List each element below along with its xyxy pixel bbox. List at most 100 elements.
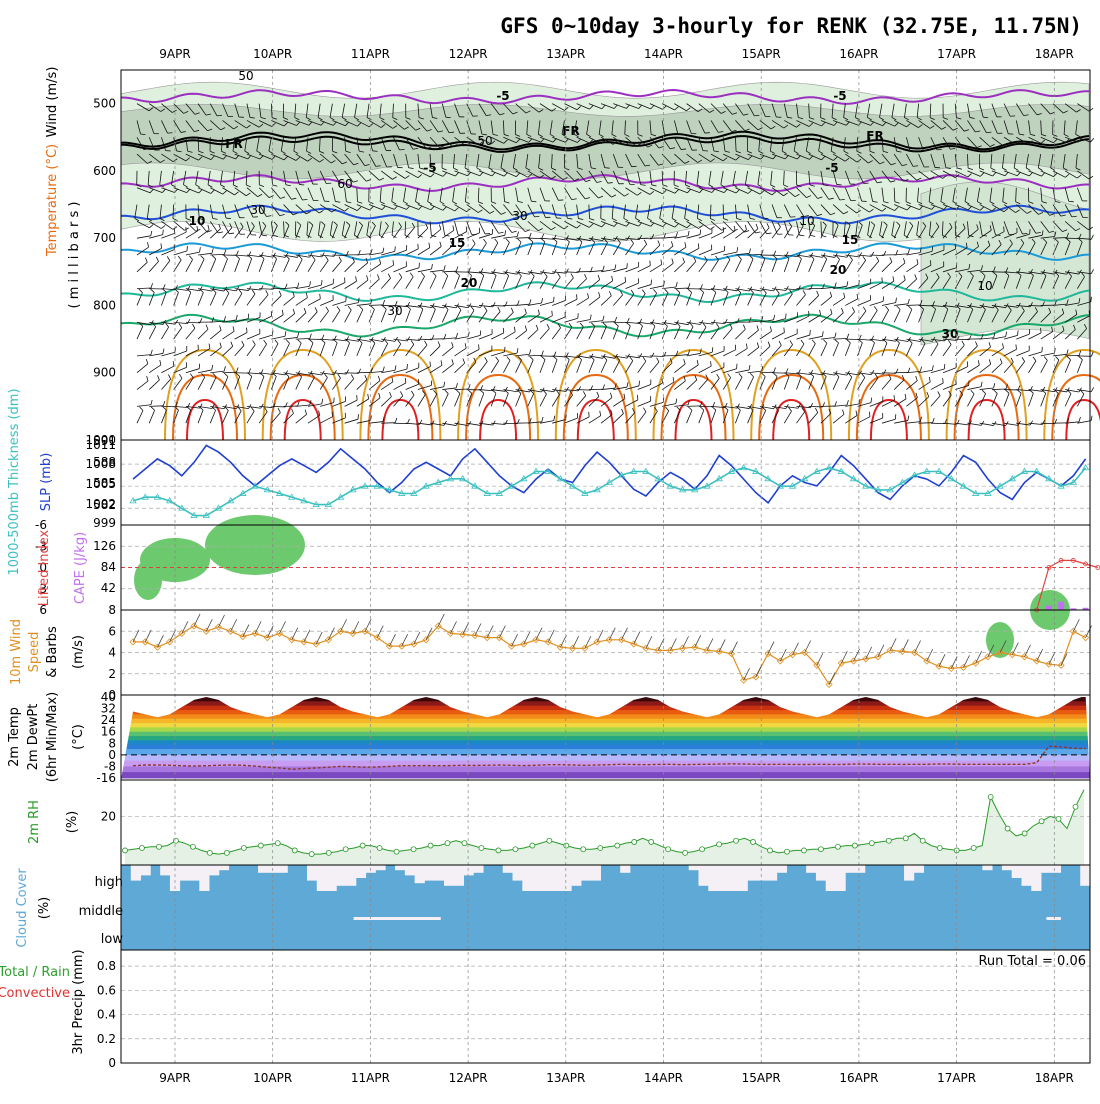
wind-barb [479,361,487,372]
wind-barb [332,261,341,272]
wind-barb-flag [554,416,555,421]
wind-barb-flag [665,289,668,293]
wind-barb [1004,349,1016,356]
wind-barb-flag [624,394,625,399]
wind-barb [455,310,461,322]
wind-barb [748,377,754,390]
rh-high-area [134,560,162,600]
wind-barb-flag [251,407,254,411]
wind-barb-flag [598,275,600,280]
wind-barb-flag [325,256,328,260]
wind-barb-flag [688,231,689,236]
wind-barb-flag [261,404,263,408]
wind-barb-flag [380,259,381,264]
wind-barb-flag [571,274,573,278]
wind-barb-flag [246,328,247,333]
wind-barb [503,236,517,238]
wind-barb-flag [322,335,324,340]
wind-barb-flag [163,284,165,289]
wind-barb-flag [525,230,530,232]
wind-barb-flag [786,369,788,374]
wind-barb-flag [599,292,600,297]
wind-barb-flag [321,280,322,285]
wind-barb-flag [712,407,716,410]
ylabel-cape: CAPE (J/kg) [73,532,88,604]
wind-barb-flag [722,228,726,230]
rh-point [886,838,891,843]
wind-barb [809,344,816,356]
slp-tick: 1011 [85,438,116,452]
wind-barb-flag [395,418,397,423]
cloud-high-gap [424,865,434,881]
wind-barb [915,641,921,653]
wind-barb [357,304,371,306]
wind-barb-flag [1002,343,1003,348]
wind-barb [137,236,151,238]
cloud-level-high: high [95,875,123,890]
wind-barb [1016,334,1029,339]
wind-barb-flag [163,401,165,406]
wind-barb-flag [1005,390,1009,393]
wind-barb [613,243,620,255]
wind-barb-flag [206,325,208,330]
contour-label: 30 [512,209,527,223]
wind-barb-flag [700,230,701,235]
date-tick-top: 13APR [546,47,585,61]
wind-barb-flag [857,294,858,299]
wind-barb [589,326,595,339]
wind-barb [503,242,509,255]
wind-barb [442,310,448,323]
temp-band [121,755,1090,761]
wind-barb-flag [1091,297,1092,302]
wind-barb [210,259,215,272]
wind-barb-flag [871,370,873,374]
wind-barb [479,334,492,339]
wind-barb [943,384,956,389]
wind-barb [320,417,332,424]
wind-barb-flag [893,276,894,281]
contour-label: 20 [830,263,847,277]
wind-barb [894,343,899,356]
wind-barb-flag [463,358,465,363]
wind-barb-flag [224,255,228,258]
wind-barb [638,361,646,372]
wind-barb-flag [713,320,715,324]
wind-barb-flag [1033,357,1036,361]
cloud-high-gap [698,865,708,886]
wind-barb-flag [511,308,513,313]
wind-barb [503,332,515,339]
wind-barb [161,233,174,238]
cloud-high-gap [591,865,601,881]
wind-barb-flag [700,349,701,354]
wind-barb [259,295,268,306]
wind-barb-flag [517,232,518,237]
wind-barb-flag [420,336,422,340]
wind-barb [613,282,625,289]
wind-barb [796,412,804,423]
wind-barb [711,351,724,356]
wind-barb-flag [161,225,165,228]
wind-barb-flag [480,390,484,393]
wind-barb [687,365,699,373]
wind-barb-flag [712,347,713,352]
wind-barb-flag [903,258,905,263]
wind-barb-flag [757,343,758,348]
wind-barb-flag [166,323,169,327]
surface-warm-contour [458,350,538,440]
ylabel-thickness: 1000-500mb Thickness (dm) [7,388,22,575]
wind-barb-flag [407,337,409,341]
wind-barb [479,351,492,356]
wind-barb-flag [841,308,843,313]
wind-barb-flag [762,250,764,255]
wind-barb [161,327,168,339]
wind-barb-flag [173,361,174,366]
wind-barb-flag [147,376,148,381]
wind-barb-flag [439,225,441,230]
cloud-mid-gap [354,917,441,920]
wind-barb-flag [531,201,536,202]
temp-band [121,772,1090,778]
wind-barb-flag [496,357,499,361]
wind-barb [222,331,234,339]
wind-barb-flag [542,351,544,356]
